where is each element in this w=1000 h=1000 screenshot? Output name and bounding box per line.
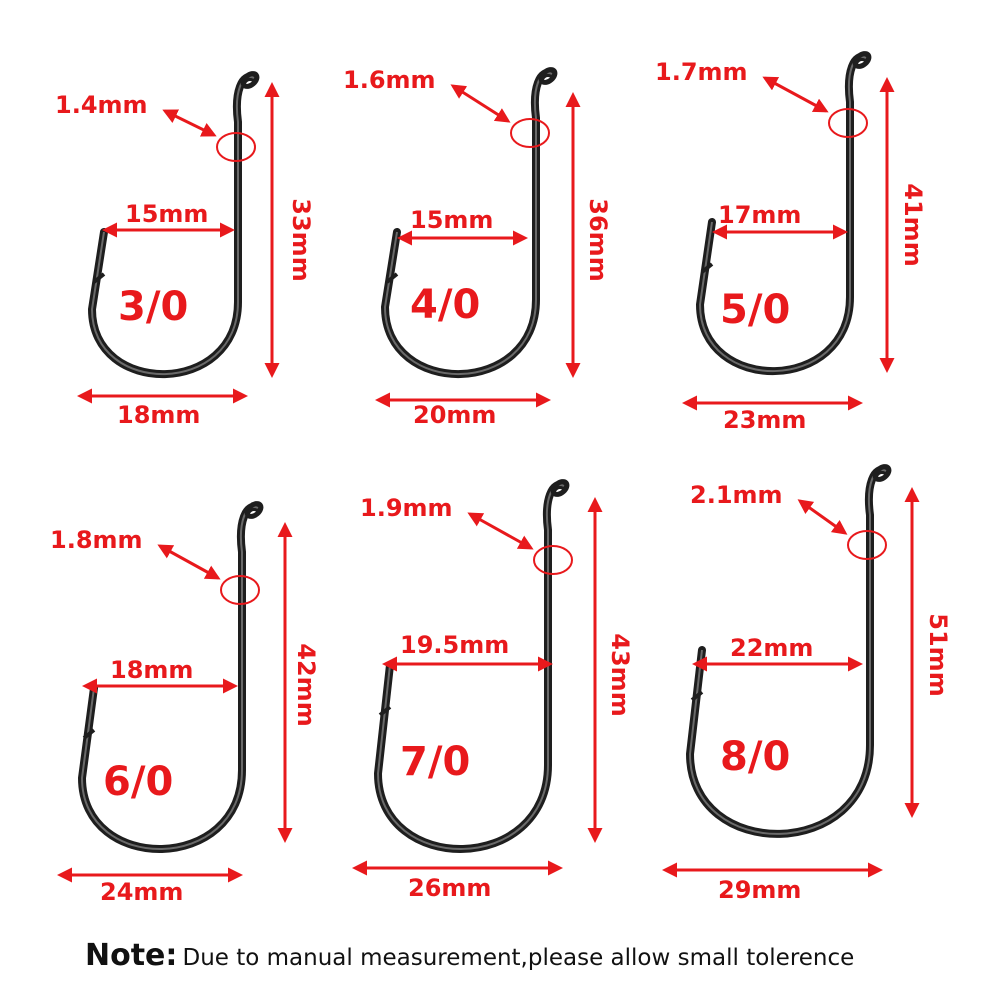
width-label: 26mm <box>408 874 491 902</box>
wire-arrow <box>762 76 829 113</box>
gap-label: 18mm <box>110 656 193 684</box>
hook-panel-3: 1.7mm 17mm 41mm 5/0 23mm <box>655 51 927 434</box>
note-text: Due to manual measurement,please allow s… <box>182 945 855 971</box>
width-label: 24mm <box>100 878 183 906</box>
hook-panel-4: 1.8mm 18mm 42mm 6/0 24mm <box>50 501 320 906</box>
wire-highlight-circle <box>828 108 868 138</box>
size-label: 5/0 <box>720 287 790 333</box>
note: Note: Due to manual measurement,please a… <box>85 938 854 973</box>
gap-label: 17mm <box>718 201 801 229</box>
hook-highlight <box>90 75 255 376</box>
note-label: Note: <box>85 938 178 973</box>
hook-panel-5: 1.9mm 19.5mm 43mm 7/0 26mm <box>352 479 634 902</box>
hook-eye <box>550 479 570 497</box>
hook-barb <box>385 272 399 284</box>
wire-arrow <box>450 84 511 123</box>
hook-barb <box>378 705 392 717</box>
gap-label: 15mm <box>125 200 208 228</box>
length-label: 42mm <box>292 643 320 726</box>
wire-arrow <box>162 109 217 137</box>
width-label: 29mm <box>718 876 801 904</box>
hook-eye <box>872 464 892 482</box>
wire-diameter-label: 2.1mm <box>690 481 783 509</box>
width-label: 20mm <box>413 401 496 429</box>
hook-eye <box>538 67 558 85</box>
wire-diameter-label: 1.7mm <box>655 58 748 86</box>
hook-eye <box>852 51 872 69</box>
wire-highlight-circle <box>220 575 260 605</box>
width-label: 18mm <box>117 401 200 429</box>
size-label: 4/0 <box>410 282 480 328</box>
length-label: 43mm <box>606 633 634 716</box>
hook-panel-2: 1.6mm 15mm 36mm 4/0 20mm <box>343 66 612 429</box>
hook-highlight <box>376 483 565 850</box>
wire-diameter-label: 1.4mm <box>55 91 148 119</box>
length-label: 36mm <box>584 198 612 281</box>
gap-label: 15mm <box>410 206 493 234</box>
hook-barb <box>92 272 106 284</box>
hook-panel-6: 2.1mm 22mm 51mm 8/0 29mm <box>662 464 952 904</box>
hook-eye <box>244 501 264 519</box>
wire-highlight-circle <box>847 530 887 560</box>
wire-arrow <box>797 499 848 535</box>
wire-diameter-label: 1.8mm <box>50 526 143 554</box>
wire-highlight-circle <box>533 545 573 575</box>
size-label: 7/0 <box>400 739 470 785</box>
hook-eye <box>240 71 260 89</box>
length-label: 33mm <box>287 198 315 281</box>
hook-barb <box>700 262 714 274</box>
gap-label: 22mm <box>730 634 813 662</box>
hook-icon <box>373 481 568 853</box>
hook-highlight <box>383 71 553 376</box>
wire-highlight-circle <box>510 118 550 148</box>
wire-highlight-circle <box>216 132 256 162</box>
size-label: 6/0 <box>103 759 173 805</box>
wire-diameter-label: 1.9mm <box>360 494 453 522</box>
length-label: 51mm <box>924 613 952 696</box>
hook-highlight <box>698 55 867 373</box>
gap-label: 19.5mm <box>400 631 509 659</box>
hook-barb <box>82 728 96 740</box>
wire-diameter-label: 1.6mm <box>343 66 436 94</box>
hook-panel-1: 1.4mm 15mm 33mm 3/0 18mm <box>55 71 315 429</box>
width-label: 23mm <box>723 406 806 434</box>
wire-arrow <box>467 512 534 550</box>
hook-highlight <box>80 505 259 850</box>
size-label: 3/0 <box>118 284 188 330</box>
size-label: 8/0 <box>720 734 790 780</box>
wire-arrow <box>157 544 221 580</box>
length-label: 41mm <box>899 183 927 266</box>
hook-barb <box>690 690 704 702</box>
hook-highlight <box>688 468 887 835</box>
